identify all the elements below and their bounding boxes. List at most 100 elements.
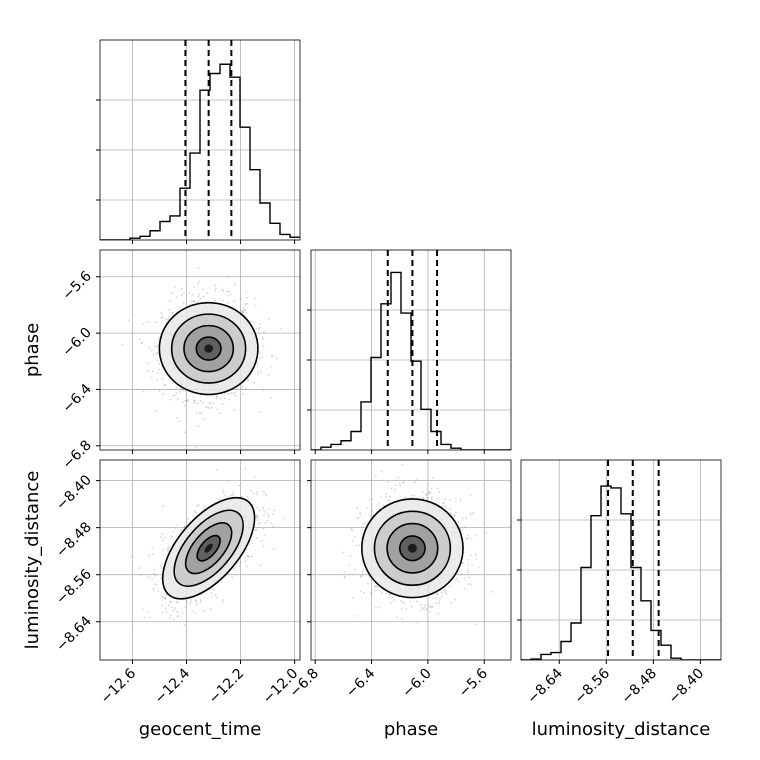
scatter-point: [448, 499, 451, 501]
scatter-point: [395, 484, 398, 487]
scatter-point: [264, 511, 267, 513]
scatter-point: [450, 602, 453, 604]
scatter-point: [153, 568, 155, 571]
scatter-point: [224, 397, 226, 400]
x-tick-label: −8.48: [619, 666, 661, 708]
scatter-point: [138, 567, 141, 569]
contour-0: [398, 535, 426, 562]
scatter-point: [158, 390, 161, 393]
scatter-point: [361, 573, 364, 576]
scatter-point: [422, 496, 425, 499]
scatter-point: [211, 595, 214, 598]
scatter-point: [429, 605, 432, 608]
scatter-point: [470, 537, 473, 540]
scatter-point: [376, 585, 378, 587]
scatter-point: [170, 600, 172, 603]
scatter-point: [195, 600, 198, 603]
scatter-point: [429, 492, 432, 495]
scatter-point: [193, 300, 196, 303]
scatter-point: [202, 288, 205, 291]
panel-frame: [310, 249, 512, 451]
scatter-point: [192, 300, 195, 302]
scatter-point: [131, 628, 134, 630]
scatter-point: [263, 534, 266, 537]
scatter-point: [183, 526, 186, 529]
scatter-point: [191, 293, 194, 296]
scatter-point: [189, 602, 191, 605]
scatter-point: [161, 595, 164, 598]
scatter-point: [190, 300, 193, 302]
scatter-point: [271, 354, 274, 357]
contour-1: [386, 522, 439, 574]
scatter-point: [388, 499, 391, 502]
y-tick-label: −6.8: [59, 437, 94, 472]
scatter-point: [377, 503, 380, 505]
scatter-point: [385, 496, 387, 498]
scatter-point: [413, 494, 416, 497]
scatter-point: [199, 601, 202, 604]
scatter-point: [169, 600, 171, 603]
scatter-point: [152, 572, 155, 575]
scatter-point: [474, 534, 477, 537]
scatter-point: [158, 362, 160, 365]
scatter-point: [210, 592, 213, 595]
scatter-point: [127, 319, 130, 322]
scatter-point: [351, 529, 354, 532]
scatter-point: [368, 514, 371, 517]
x-tick-label: −12.4: [152, 665, 194, 707]
scatter-point: [246, 296, 248, 299]
scatter-point: [231, 494, 234, 496]
scatter-point: [175, 387, 178, 389]
scatter-point: [182, 389, 185, 392]
scatter-point: [180, 388, 182, 390]
scatter-point: [166, 547, 169, 550]
scatter-point: [194, 402, 196, 405]
scatter-point: [376, 586, 379, 589]
scatter-point: [203, 610, 205, 613]
scatter-point: [465, 517, 467, 519]
scatter-point: [374, 475, 377, 477]
scatter-point: [152, 552, 154, 555]
density-level-4: [204, 543, 213, 553]
density-level-4: [204, 344, 214, 353]
scatter-point: [234, 283, 236, 286]
y-tick-label: −8.40: [53, 472, 95, 514]
x-axis-label: geocent_time: [139, 719, 262, 740]
scatter-point: [264, 521, 267, 524]
scatter-point: [256, 493, 259, 496]
scatter-point: [162, 505, 165, 508]
scatter-point: [267, 515, 270, 518]
scatter-point: [378, 507, 381, 510]
scatter-point: [214, 290, 216, 292]
scatter-point: [342, 551, 345, 554]
scatter-point: [247, 555, 249, 558]
scatter-point: [221, 288, 224, 291]
scatter-point: [187, 518, 190, 520]
scatter-point: [181, 612, 184, 615]
scatter-point: [467, 534, 470, 537]
scatter-point: [212, 402, 215, 405]
scatter-point: [216, 469, 218, 472]
scatter-point: [245, 387, 248, 390]
scatter-point: [463, 587, 466, 590]
scatter-point: [221, 299, 224, 302]
scatter-point: [469, 494, 472, 497]
scatter-point: [254, 304, 257, 307]
scatter-point: [187, 292, 190, 295]
scatter-point: [183, 404, 186, 407]
scatter-point: [257, 523, 260, 526]
scatter-point: [247, 497, 250, 500]
scatter-point: [207, 406, 210, 409]
scatter-point: [436, 592, 439, 594]
histogram-geocent_time: [100, 63, 300, 240]
density-fill: [159, 302, 258, 395]
scatter-point: [457, 521, 460, 524]
scatter-point: [250, 320, 253, 323]
scatter-point: [199, 400, 202, 402]
scatter-point: [349, 555, 352, 557]
scatter-point: [414, 481, 416, 484]
scatter-point: [442, 501, 445, 504]
scatter-point: [146, 611, 149, 614]
scatter-point: [444, 589, 447, 592]
scatter-point: [256, 361, 259, 364]
